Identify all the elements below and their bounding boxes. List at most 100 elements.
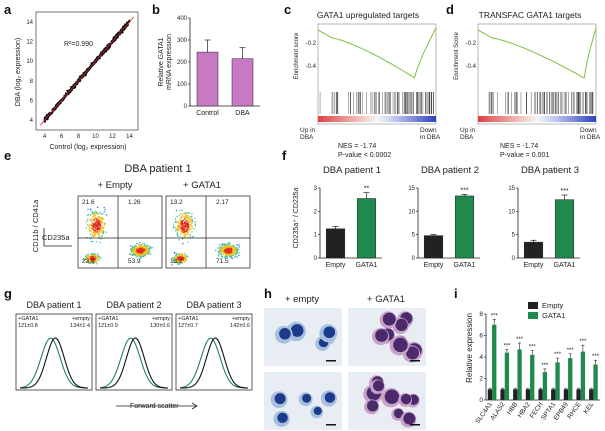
- flow-event: [229, 254, 231, 256]
- flow-event: [97, 233, 99, 235]
- flow-event: [86, 257, 88, 259]
- bar: [231, 58, 254, 107]
- c-tick-2: -0.4: [306, 64, 317, 70]
- flow-event: [232, 250, 234, 252]
- flow-event: [141, 255, 143, 257]
- flow-event: [183, 229, 185, 231]
- flow-event: [190, 215, 192, 217]
- flow-event: [93, 225, 95, 227]
- flow-event: [132, 254, 134, 256]
- flow-event: [104, 224, 106, 226]
- flow-event: [230, 250, 232, 252]
- flow-event: [132, 249, 134, 251]
- flow-event: [99, 217, 102, 219]
- flow-event: [215, 249, 217, 252]
- f-title: DBA patient 3: [521, 165, 579, 176]
- flow-event: [96, 260, 98, 262]
- flow-event: [87, 258, 89, 260]
- bar-gata1: [568, 358, 573, 400]
- flow-event: [186, 218, 189, 220]
- flow-event: [220, 248, 222, 250]
- e-y-axis-label: CD11b / CD41a: [31, 199, 40, 252]
- flow-event: [235, 252, 237, 254]
- flow-event: [191, 236, 193, 238]
- flow-event: [181, 232, 184, 234]
- flow-event: [87, 224, 89, 226]
- g-empty-value: 130±0.6: [150, 323, 170, 329]
- flow-event: [189, 216, 191, 218]
- flow-event: [135, 249, 137, 251]
- flow-event: [226, 247, 228, 249]
- flow-event: [224, 252, 226, 254]
- y-tick-label: 0: [512, 256, 516, 262]
- flow-event: [97, 232, 99, 234]
- flow-event: [183, 258, 185, 260]
- scatter-point: [85, 73, 87, 75]
- panel-letter-a: a: [4, 2, 12, 17]
- cell-nucleus: [373, 380, 385, 392]
- flow-event: [185, 214, 187, 216]
- y-tick-label: 15: [508, 186, 515, 192]
- flow-event: [93, 230, 95, 232]
- flow-event: [96, 232, 98, 234]
- d-tick-2: -0.4: [466, 64, 477, 70]
- flow-event: [190, 226, 192, 228]
- flow-event: [180, 221, 182, 223]
- flow-event: [181, 227, 183, 229]
- flow-event: [139, 253, 141, 256]
- d-y-label: Enrichment Score: [454, 31, 460, 79]
- flow-event: [98, 229, 100, 231]
- flow-event: [182, 242, 184, 244]
- flow-event: [184, 222, 186, 224]
- flow-event: [228, 243, 230, 245]
- flow-event: [177, 225, 179, 227]
- y-tick-label: 12: [26, 40, 33, 46]
- flow-event: [91, 261, 93, 263]
- category-label: RHCE: [566, 401, 583, 421]
- flow-event: [174, 221, 176, 223]
- flow-event: [178, 260, 180, 262]
- flow-event: [138, 253, 140, 255]
- flow-event: [140, 248, 142, 250]
- flow-event: [88, 226, 90, 228]
- flow-event: [140, 252, 143, 254]
- flow-event: [175, 227, 177, 229]
- flow-event: [94, 230, 96, 232]
- flow-event: [139, 256, 141, 258]
- flow-event: [227, 242, 229, 244]
- e2-br: 71.5: [216, 258, 229, 265]
- flow-event: [234, 249, 236, 252]
- flow-event: [232, 253, 234, 255]
- flow-event: [147, 246, 149, 248]
- flow-event: [176, 256, 178, 258]
- g-curve: [100, 337, 168, 389]
- flow-event: [187, 222, 189, 224]
- flow-event: [98, 228, 100, 230]
- flow-event: [225, 248, 227, 250]
- flow-event: [147, 251, 149, 253]
- flow-event: [144, 245, 146, 247]
- scatter-point: [45, 114, 48, 116]
- flow-event: [100, 222, 103, 225]
- flow-event: [142, 254, 144, 256]
- flow-event: [99, 213, 101, 215]
- flow-event: [180, 227, 182, 229]
- flow-event: [139, 248, 141, 250]
- scale-bar: [326, 360, 336, 362]
- flow-event: [222, 253, 224, 255]
- flow-event: [143, 247, 146, 249]
- flow-event: [135, 256, 137, 258]
- flow-event: [97, 212, 99, 214]
- flow-event: [183, 219, 185, 221]
- y-tick-label: 5: [412, 233, 416, 239]
- significance-label: **: [364, 186, 370, 193]
- flow-event: [180, 255, 182, 257]
- flow-event: [182, 226, 184, 228]
- flow-event: [179, 218, 181, 220]
- flow-event: [179, 259, 181, 261]
- y-tick-label: 10: [408, 209, 415, 215]
- flow-event: [90, 256, 93, 259]
- flow-event: [103, 206, 105, 209]
- flow-event: [149, 246, 151, 248]
- flow-event: [181, 224, 183, 226]
